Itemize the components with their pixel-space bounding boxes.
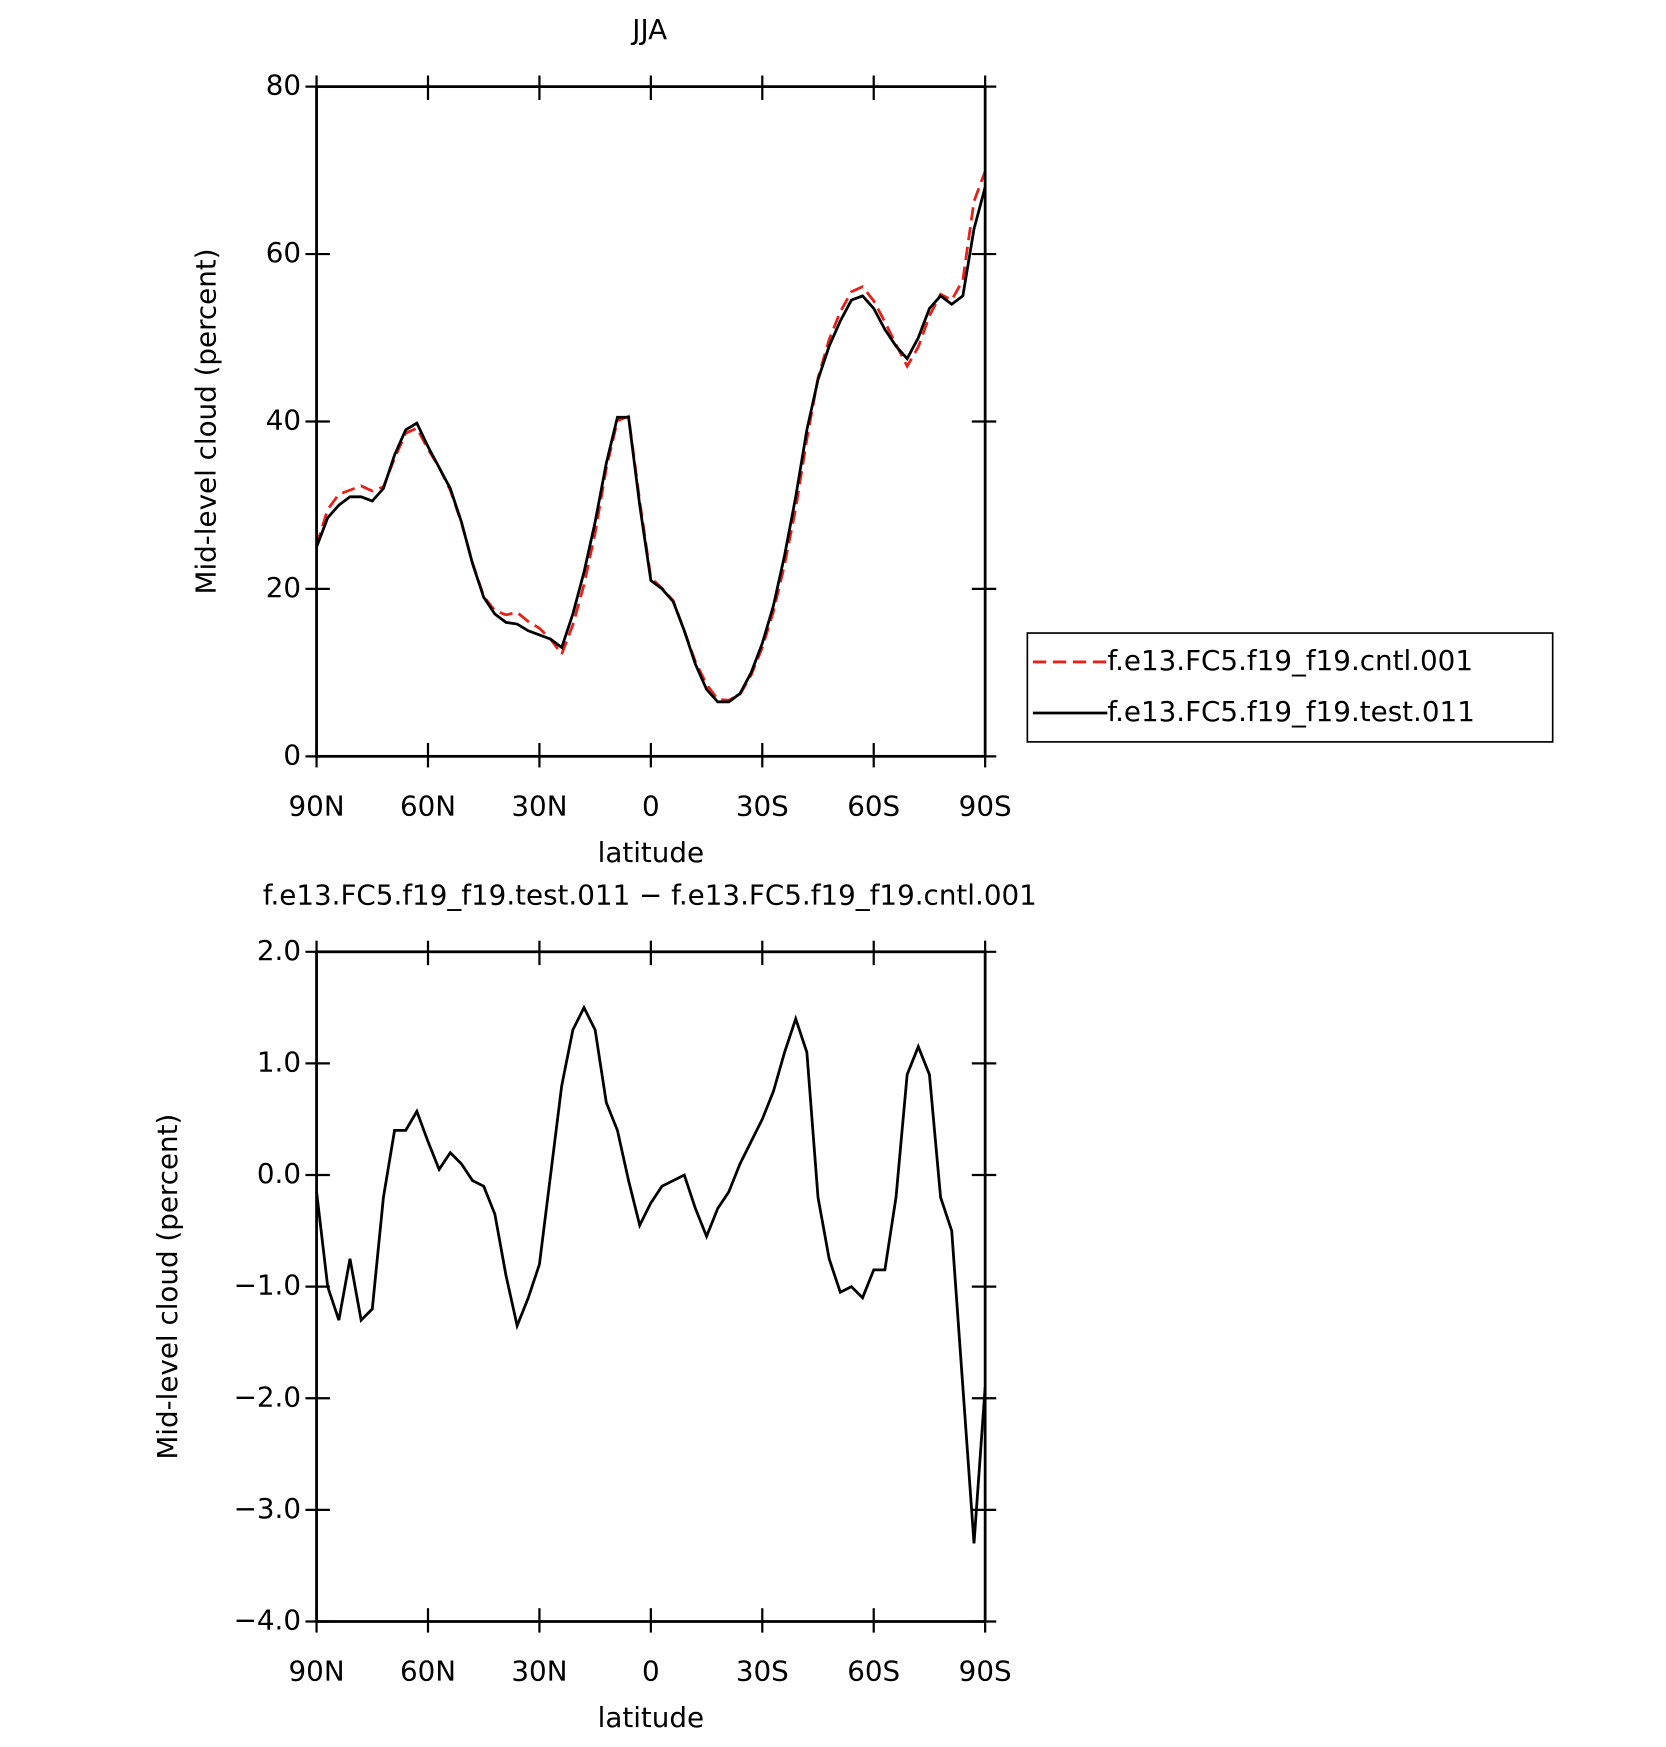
y-tick-label: 40	[266, 403, 301, 436]
y-tick-label: 0.0	[257, 1157, 301, 1190]
y-tick-label: −2.0	[234, 1380, 301, 1413]
y-tick-label: 1.0	[257, 1045, 301, 1078]
x-tick-label: 0	[642, 1655, 660, 1688]
y-tick-label: 20	[266, 571, 301, 604]
x-tick-label: 60S	[847, 789, 900, 822]
chart-title: f.e13.FC5.f19_f19.test.011 − f.e13.FC5.f…	[263, 878, 1037, 911]
x-tick-label: 90N	[289, 789, 345, 822]
x-tick-label: 90S	[959, 1655, 1012, 1688]
chart-title: JJA	[630, 13, 667, 46]
x-tick-label: 30S	[736, 1655, 789, 1688]
y-tick-label: −1.0	[234, 1269, 301, 1302]
y-tick-label: −3.0	[234, 1492, 301, 1525]
y-tick-label: 0	[283, 738, 301, 771]
plot-frame	[315, 85, 987, 758]
data-line	[315, 1004, 987, 1544]
data-line	[315, 170, 987, 702]
x-tick-label: 90S	[959, 789, 1012, 822]
x-axis-label: latitude	[598, 836, 704, 869]
legend-label: f.e13.FC5.f19_f19.test.011	[1107, 695, 1475, 728]
x-tick-label: 30S	[736, 789, 789, 822]
x-axis-label: latitude	[598, 1701, 704, 1734]
x-tick-label: 30N	[511, 1655, 567, 1688]
y-axis-label: Mid-level cloud (percent)	[190, 248, 223, 594]
x-tick-label: 30N	[511, 789, 567, 822]
data-line	[315, 186, 987, 704]
x-tick-label: 60N	[400, 1655, 456, 1688]
y-axis-label: Mid-level cloud (percent)	[151, 1114, 184, 1460]
plot-frame	[315, 950, 987, 1623]
y-tick-label: 2.0	[257, 934, 301, 967]
y-tick-label: −4.0	[234, 1604, 301, 1637]
x-tick-label: 90N	[289, 1655, 345, 1688]
x-tick-label: 60N	[400, 789, 456, 822]
legend-box	[1026, 632, 1554, 743]
x-tick-label: 0	[642, 789, 660, 822]
x-tick-label: 60S	[847, 1655, 900, 1688]
legend-label: f.e13.FC5.f19_f19.cntl.001	[1107, 644, 1473, 677]
y-tick-label: 80	[266, 69, 301, 102]
y-tick-label: 60	[266, 236, 301, 269]
